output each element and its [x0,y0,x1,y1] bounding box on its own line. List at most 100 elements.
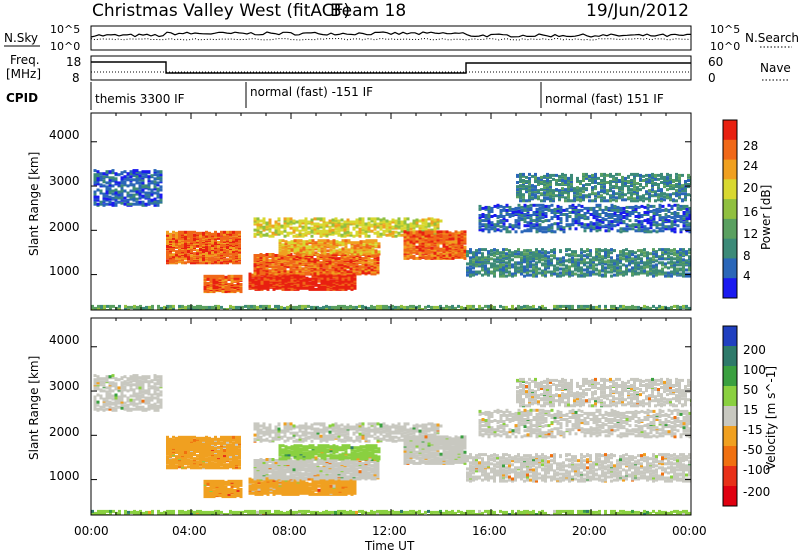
power-cell [349,231,353,235]
power-cell [268,218,272,222]
power-cell [565,248,568,252]
power-cell [223,261,226,265]
power-cell [352,220,356,224]
power-cell [299,274,303,278]
power-cell [583,223,587,227]
power-cell [616,223,620,227]
power-cell [412,221,416,225]
power-cell [601,217,605,221]
power-cell [625,257,628,261]
power-cell [658,214,662,217]
power-cell [640,269,643,273]
power-cell [218,284,222,287]
power-cell [445,247,449,251]
power-cell [571,256,574,260]
power-cell [493,262,496,266]
power-cell [337,269,341,273]
power-cell [544,226,548,230]
power-cell [325,262,329,266]
power-cell [223,244,226,247]
power-cell [373,217,377,221]
power-cell [364,229,368,233]
power-cell [156,202,160,206]
power-cell [556,227,560,231]
power-cell [295,260,299,264]
power-cell [499,274,502,278]
power-cell [658,227,662,231]
power-cell [676,250,679,254]
power-cell [628,250,631,254]
power-cell [314,245,318,249]
power-cell [184,253,187,257]
power-cell [688,230,691,234]
power-cell [111,189,115,193]
power-cell [409,239,413,243]
power-cell [517,216,521,220]
power-cell [114,191,118,195]
power-cell [190,243,193,246]
power-cell [481,254,484,258]
power-cell [673,211,677,214]
power-cell [274,222,278,226]
power-cell [580,251,583,255]
power-cell [496,220,500,224]
power-cell [144,191,148,195]
power-cell [355,262,359,266]
power-cell [314,243,318,247]
power-cell [613,212,617,215]
power-cell [520,230,524,234]
power-cell [147,185,151,189]
power-cell [688,272,691,276]
power-cell [322,230,326,234]
power-cell [526,206,530,210]
power-cell [304,262,308,266]
power-cell [523,208,527,212]
power-cell [598,248,601,252]
power-cell [340,255,344,259]
power-cell [108,187,112,191]
power-cell [559,213,563,216]
power-cell [232,248,235,252]
power-cell [102,199,106,203]
power-cell [643,211,647,214]
power-cell [338,275,342,279]
power-cell [271,255,275,259]
power-cell [583,250,586,254]
power-cell [475,260,478,264]
power-cell [254,282,258,286]
power-cell [367,234,371,238]
power-cell [120,171,124,175]
power-cell [571,222,575,226]
power-cell [616,229,620,233]
power-cell [583,261,586,265]
power-cell [233,284,237,287]
power-cell [337,229,341,233]
power-cell [111,184,115,188]
power-cell [313,262,317,266]
power-cell [523,220,527,224]
power-cell [371,239,375,243]
power-cell [667,215,671,218]
power-cell [628,268,631,272]
power-cell [328,268,332,272]
power-cell [679,253,682,257]
power-cell [673,257,676,261]
power-cell [341,274,345,278]
power-cell [682,267,685,271]
power-cell [371,249,375,253]
power-cell [538,271,541,275]
power-cell [290,240,294,244]
power-cell [592,226,596,230]
power-cell [382,231,386,235]
power-cell [673,267,676,271]
power-cell [616,266,619,270]
power-cell [224,277,228,281]
power-cell [271,224,275,228]
power-cell [126,184,130,188]
power-cell [283,219,287,223]
power-cell [334,224,338,228]
power-cell [373,258,377,262]
power-cell [607,206,611,210]
power-cell [150,180,154,184]
power-cell [135,200,139,204]
